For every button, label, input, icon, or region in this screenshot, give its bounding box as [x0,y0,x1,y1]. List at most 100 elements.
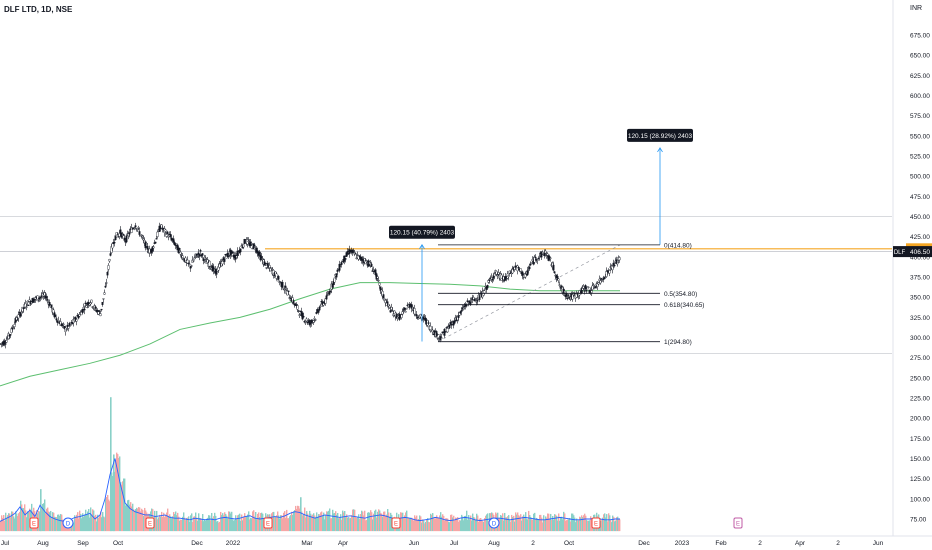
candle-body [324,298,327,304]
volume-bar [133,509,135,532]
candle-body [133,227,136,230]
candle-body [474,298,477,300]
time-axis[interactable]: Jul Aug Sep Oct Dec 2022 Mar Apr Jun Jul Aug 2 Oct De… [0,535,932,547]
volume-bar [346,514,348,532]
candle-body [377,279,380,282]
candle-body [581,288,584,291]
candle-body [590,290,593,294]
fibonacci-layer[interactable]: 0(414.80) 0.5(354.80) 0.618(340.65) 1(294.8… [437,242,704,346]
volume-bar [154,510,156,532]
candle-body [208,260,211,267]
earnings-marker[interactable]: E [263,517,273,529]
earnings-marker[interactable]: E [29,517,39,529]
candle-body [256,250,259,254]
candle-body [226,252,229,258]
volume-bar [600,520,602,532]
volume-bar [2,517,4,532]
price-axis[interactable]: 675.00 650.00 625.00 600.00 575.00 550.00 525.… [892,0,930,536]
candle-body [476,300,479,302]
volume-bar [208,515,210,532]
measure-label-box [389,225,455,239]
dividend-marker[interactable]: D [62,517,74,529]
earnings-marker[interactable]: E [145,517,155,529]
volume-bar [309,510,311,532]
volume-bar [261,512,263,532]
volume-bar [589,520,591,532]
volume-bar [108,499,110,532]
volume-bar [601,520,603,532]
candle-body [365,260,368,262]
candle-body [613,264,616,267]
earnings-marker[interactable]: E [591,517,601,529]
candle-body [344,258,347,260]
candle-body [448,324,451,329]
measurement-layer[interactable]: 120.15 (40.79%) 2403 120.15 (28.92%) 2403 [389,128,693,342]
candle-body [544,250,547,254]
volume-bar [471,520,473,532]
volume-bar [296,508,298,532]
candle-body [594,286,597,289]
volume-bar [390,512,392,532]
volume-bar [83,516,85,532]
volume-bar [367,512,369,532]
volume-bar [486,514,488,532]
volume-bar [295,505,297,532]
volume-bar [453,515,455,532]
candle-body [89,302,92,305]
candle-body [584,285,587,290]
candle-body [125,235,128,243]
time-tick-label: 2 [531,540,535,547]
price-tick-label: 275.00 [910,355,930,362]
volume-bar [607,521,609,532]
volume-bar [547,513,549,532]
candle-body [563,291,566,293]
candle-body [292,300,295,304]
candle-body [453,320,456,324]
candle-body [349,250,352,253]
time-tick-label: Aug [488,540,500,547]
candle-body [403,307,406,310]
volume-bar [196,517,198,532]
volume-bar [383,511,385,532]
candle-body [352,250,355,252]
earnings-marker[interactable]: E [391,517,401,529]
volume-bar [479,518,481,532]
earnings-marker[interactable]: E [733,517,743,529]
volume-bar [156,510,158,532]
volume-bar [224,512,226,532]
volume-bar [272,512,274,532]
volume-bar [579,516,581,532]
volume-bar [343,512,345,532]
volume-bar [137,508,139,532]
volume-bar [212,518,214,532]
price-tick-label: 575.00 [910,113,930,120]
symbol-title[interactable]: DLF LTD, 1D, NSE [4,5,73,14]
price-tick-label: 500.00 [910,174,930,181]
candle-body [165,234,168,237]
volume-bar [470,515,472,532]
candle-body [358,255,361,257]
candle-body [178,248,181,250]
volume-bar [455,517,457,532]
volume-bar [194,516,196,532]
dividend-marker[interactable]: D [488,517,500,529]
volume-bar [87,511,89,532]
candle-body [281,282,284,288]
volume-bar [99,515,101,532]
candle-body [5,340,8,343]
candle-body [16,319,19,321]
volume-bar [140,511,142,532]
volume-bar [531,519,533,532]
volume-bar [385,515,387,532]
volume-bar [324,519,326,532]
volume-bar [42,503,44,532]
candle-body [97,311,100,315]
candle-body [560,285,563,287]
volume-bar [581,515,583,532]
volume-bar [178,516,180,532]
volume-bar [472,513,474,532]
volume-bar [371,512,373,532]
volume-bar [202,514,204,532]
